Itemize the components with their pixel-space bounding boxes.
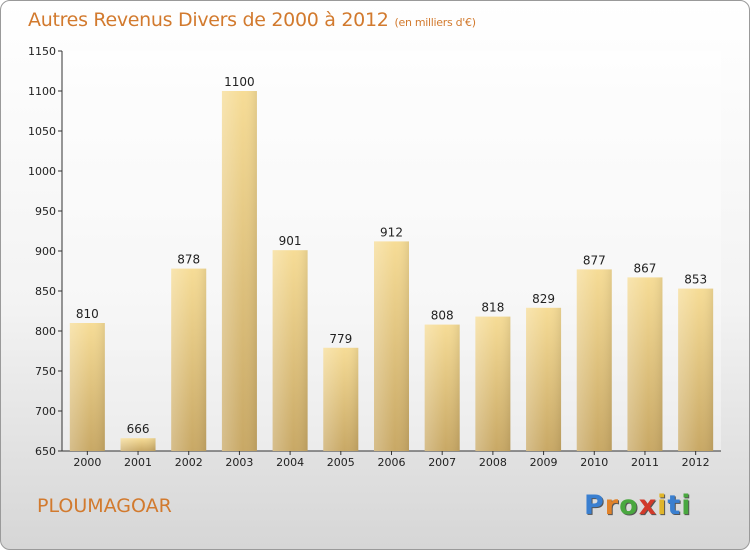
y-tick-label: 700	[35, 405, 56, 418]
data-label: 901	[279, 234, 302, 248]
data-label: 808	[431, 309, 454, 323]
bar-shade	[171, 268, 207, 451]
place-name: PLOUMAGOAR	[37, 495, 172, 517]
bar-shade	[627, 277, 663, 451]
chart-title: Autres Revenus Divers de 2000 à 2012 (en …	[28, 9, 476, 31]
x-tick-label: 2002	[175, 456, 203, 469]
y-tick-label: 1050	[28, 125, 56, 138]
data-label: 779	[329, 332, 352, 346]
x-tick-label: 2010	[580, 456, 608, 469]
y-tick-label: 1150	[28, 45, 56, 58]
y-tick-label: 750	[35, 365, 56, 378]
x-tick-label: 2008	[479, 456, 507, 469]
x-tick-label: 2001	[124, 456, 152, 469]
bar-shade	[120, 438, 156, 451]
data-label: 867	[634, 261, 657, 275]
logo-letter: r	[604, 490, 620, 521]
x-tick-label: 2003	[225, 456, 253, 469]
bar-shade	[475, 316, 511, 451]
x-tick-label: 2005	[327, 456, 355, 469]
logo-letter: x	[638, 490, 658, 521]
bar-shade	[272, 250, 308, 451]
logo-letter: i	[657, 490, 668, 521]
data-label: 1100	[224, 75, 255, 89]
chart-unit: (en milliers d'€)	[394, 16, 476, 29]
x-tick-label: 2009	[530, 456, 558, 469]
bar-shade	[374, 241, 409, 451]
data-label: 912	[380, 225, 403, 239]
data-label: 853	[684, 273, 707, 287]
proxiti-logo: Proxiti	[584, 490, 692, 521]
y-tick-label: 1000	[28, 165, 56, 178]
bar-shade	[576, 269, 612, 451]
x-tick-label: 2000	[73, 456, 101, 469]
bar-shade	[424, 324, 460, 451]
logo-letter: t	[667, 490, 682, 521]
data-label: 829	[532, 292, 555, 306]
x-tick-label: 2007	[428, 456, 456, 469]
data-label: 818	[481, 301, 504, 315]
data-label: 877	[583, 253, 606, 267]
chart-title-text: Autres Revenus Divers de 2000 à 2012	[28, 9, 389, 31]
y-tick-label: 800	[35, 325, 56, 338]
x-tick-label: 2004	[276, 456, 304, 469]
data-label: 810	[76, 307, 99, 321]
bar-shade	[69, 323, 105, 451]
y-tick-label: 850	[35, 285, 56, 298]
bar-shade	[221, 91, 257, 451]
bar-shade	[526, 307, 562, 451]
logo-letter: P	[584, 490, 605, 521]
logo-letter: i	[681, 490, 692, 521]
y-tick-label: 950	[35, 205, 56, 218]
logo-letter: o	[619, 490, 639, 521]
bar-shade	[323, 347, 359, 451]
y-tick-label: 900	[35, 245, 56, 258]
x-tick-label: 2011	[631, 456, 659, 469]
y-tick-label: 650	[35, 445, 56, 458]
y-tick-label: 1100	[28, 85, 56, 98]
x-tick-label: 2006	[378, 456, 406, 469]
data-label: 666	[127, 422, 150, 436]
data-label: 878	[177, 253, 200, 267]
x-tick-label: 2012	[682, 456, 710, 469]
bar-shade	[678, 288, 714, 451]
